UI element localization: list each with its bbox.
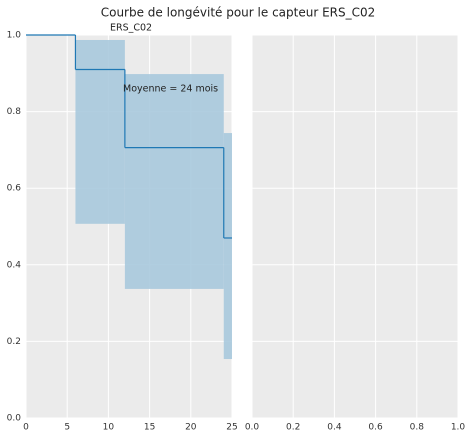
- y-tick-label: 1.0: [7, 31, 22, 41]
- survival-curve: [26, 34, 232, 360]
- y-tick-label: 0.6: [7, 184, 22, 194]
- y-tick-label: 0.8: [7, 107, 22, 117]
- x-tick-label: 0.4: [327, 423, 342, 433]
- x-tick-label: 10: [103, 423, 115, 433]
- x-tick-label: 0.6: [368, 423, 383, 433]
- x-tick-label: 0.2: [286, 423, 300, 433]
- confidence-band: [223, 133, 232, 360]
- annotation: Moyenne = 24 mois: [123, 84, 218, 95]
- y-tick-label: 0.2: [7, 337, 21, 347]
- legend-label: ERS_C02: [110, 23, 152, 34]
- x-tick-label: 0.8: [410, 423, 425, 433]
- confidence-band: [75, 39, 125, 224]
- chart-title: Courbe de longévité pour le capteur ERS_…: [101, 6, 376, 20]
- x-tick-label: 5: [64, 423, 70, 433]
- x-tick-label: 20: [185, 423, 197, 433]
- confidence-band: [124, 74, 224, 289]
- x-tick-label: 1.0: [451, 423, 466, 433]
- y-tick-label: 0.4: [7, 260, 22, 270]
- y-tick-label: 0.0: [7, 414, 22, 424]
- plot-background: [252, 35, 458, 418]
- x-tick-label: 25: [226, 423, 237, 433]
- x-tick-label: 15: [144, 423, 155, 433]
- x-tick-label: 0: [23, 423, 29, 433]
- x-tick-label: 0.0: [245, 423, 260, 433]
